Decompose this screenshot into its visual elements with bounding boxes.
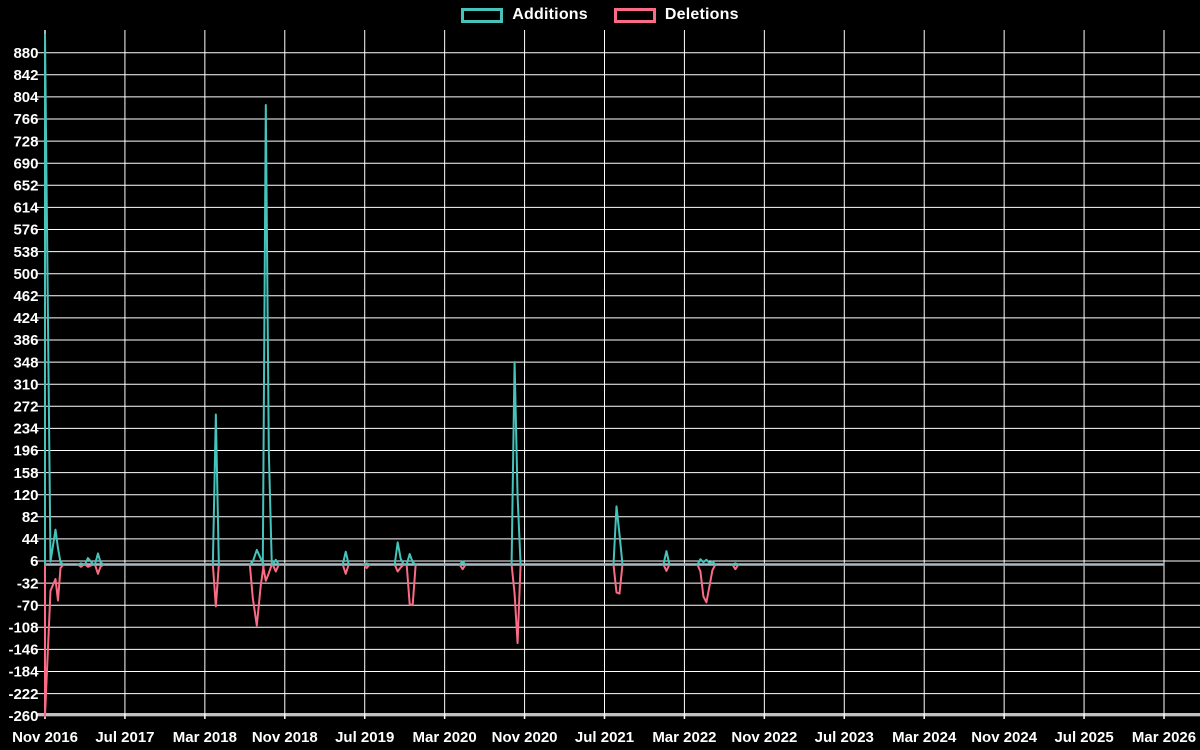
deletions-line <box>93 563 105 575</box>
y-tick-label: 576 <box>13 222 38 239</box>
deletions-line <box>271 563 280 573</box>
y-tick-label: -108 <box>8 620 38 637</box>
deletions-line <box>405 563 417 607</box>
additions-line <box>696 558 717 566</box>
x-tick-label: Mar 2022 <box>652 729 716 746</box>
x-tick-label: Mar 2020 <box>413 729 477 746</box>
y-tick-label: 690 <box>13 155 38 172</box>
x-tick-label: Jul 2021 <box>575 729 634 746</box>
y-tick-label: 196 <box>13 443 38 460</box>
y-tick-label: 386 <box>13 332 38 349</box>
y-tick-label: 310 <box>13 376 38 393</box>
deletions-line <box>662 563 671 572</box>
additions-line <box>458 560 467 566</box>
y-tick-label: -260 <box>8 708 38 725</box>
additions-line <box>261 104 273 566</box>
x-tick-label: Nov 2024 <box>971 729 1038 746</box>
legend-item-additions[interactable]: Additions <box>461 6 588 24</box>
y-tick-label: 500 <box>13 266 38 283</box>
additions-line <box>393 541 405 566</box>
y-tick-label: 766 <box>13 111 38 128</box>
x-tick-label: Jul 2019 <box>335 729 394 746</box>
x-tick-label: Nov 2016 <box>12 729 78 746</box>
x-tick-label: Jul 2025 <box>1054 729 1113 746</box>
y-tick-label: 728 <box>13 133 38 150</box>
deletions-line <box>76 563 85 568</box>
deletions-line <box>248 563 265 627</box>
additions-line <box>76 562 85 566</box>
additions-line <box>362 562 371 566</box>
deletions-line <box>83 563 95 568</box>
additions-line <box>612 505 624 566</box>
x-tick-label: Nov 2018 <box>252 729 318 746</box>
y-tick-label: 158 <box>13 465 38 482</box>
deletions-line <box>44 563 65 717</box>
x-tick-label: Jul 2017 <box>95 729 154 746</box>
additions-swatch-icon <box>461 7 504 23</box>
deletions-line <box>458 563 467 571</box>
deletions-line <box>362 563 371 569</box>
y-tick-label: 272 <box>13 399 38 416</box>
y-tick-label: 842 <box>13 67 38 84</box>
x-tick-label: Nov 2022 <box>731 729 797 746</box>
additions-line <box>341 550 350 566</box>
additions-line <box>83 557 95 566</box>
additions-line <box>271 558 280 566</box>
additions-line <box>211 413 220 566</box>
y-tick-label: -70 <box>17 597 39 614</box>
chart-legend: Additions Deletions <box>0 6 1200 24</box>
deletions-line <box>510 563 522 645</box>
additions-line <box>510 361 522 566</box>
deletions-line <box>261 563 273 582</box>
y-tick-label: 462 <box>13 288 38 305</box>
x-tick-label: Jul 2023 <box>815 729 874 746</box>
additions-line <box>44 34 65 566</box>
x-tick-label: Nov 2020 <box>492 729 558 746</box>
y-tick-label: 348 <box>13 354 38 371</box>
y-tick-label: -184 <box>8 664 39 681</box>
y-tick-label: 82 <box>22 509 39 526</box>
deletions-line <box>612 563 624 595</box>
x-tick-label: Mar 2018 <box>173 729 237 746</box>
y-tick-label: 614 <box>13 200 39 217</box>
x-tick-label: Mar 2026 <box>1132 729 1196 746</box>
additions-line <box>731 562 740 566</box>
additions-line <box>662 550 671 566</box>
y-tick-label: 804 <box>13 89 39 106</box>
y-tick-label: -222 <box>8 686 38 703</box>
y-tick-label: -32 <box>17 575 39 592</box>
deletions-line <box>731 563 740 571</box>
y-tick-label: 538 <box>13 244 38 261</box>
y-tick-label: 44 <box>22 531 39 548</box>
y-tick-label: 880 <box>13 45 38 62</box>
additions-legend-label: Additions <box>512 6 588 23</box>
y-tick-label: 652 <box>13 178 38 195</box>
deletions-line <box>696 563 717 604</box>
y-tick-label: -146 <box>8 642 38 659</box>
y-tick-label: 6 <box>30 553 38 570</box>
additions-line <box>93 552 105 566</box>
deletions-legend-label: Deletions <box>664 6 739 23</box>
deletions-line <box>341 563 350 575</box>
x-tick-label: Mar 2024 <box>892 729 957 746</box>
y-tick-label: 424 <box>13 310 39 327</box>
deletions-line <box>211 563 220 608</box>
legend-item-deletions[interactable]: Deletions <box>613 6 739 24</box>
y-tick-label: 234 <box>13 421 39 438</box>
y-tick-label: 120 <box>13 487 38 504</box>
deletions-swatch-icon <box>613 7 656 23</box>
deletions-line <box>393 563 405 573</box>
additions-line <box>248 548 265 566</box>
additions-line <box>405 553 417 566</box>
